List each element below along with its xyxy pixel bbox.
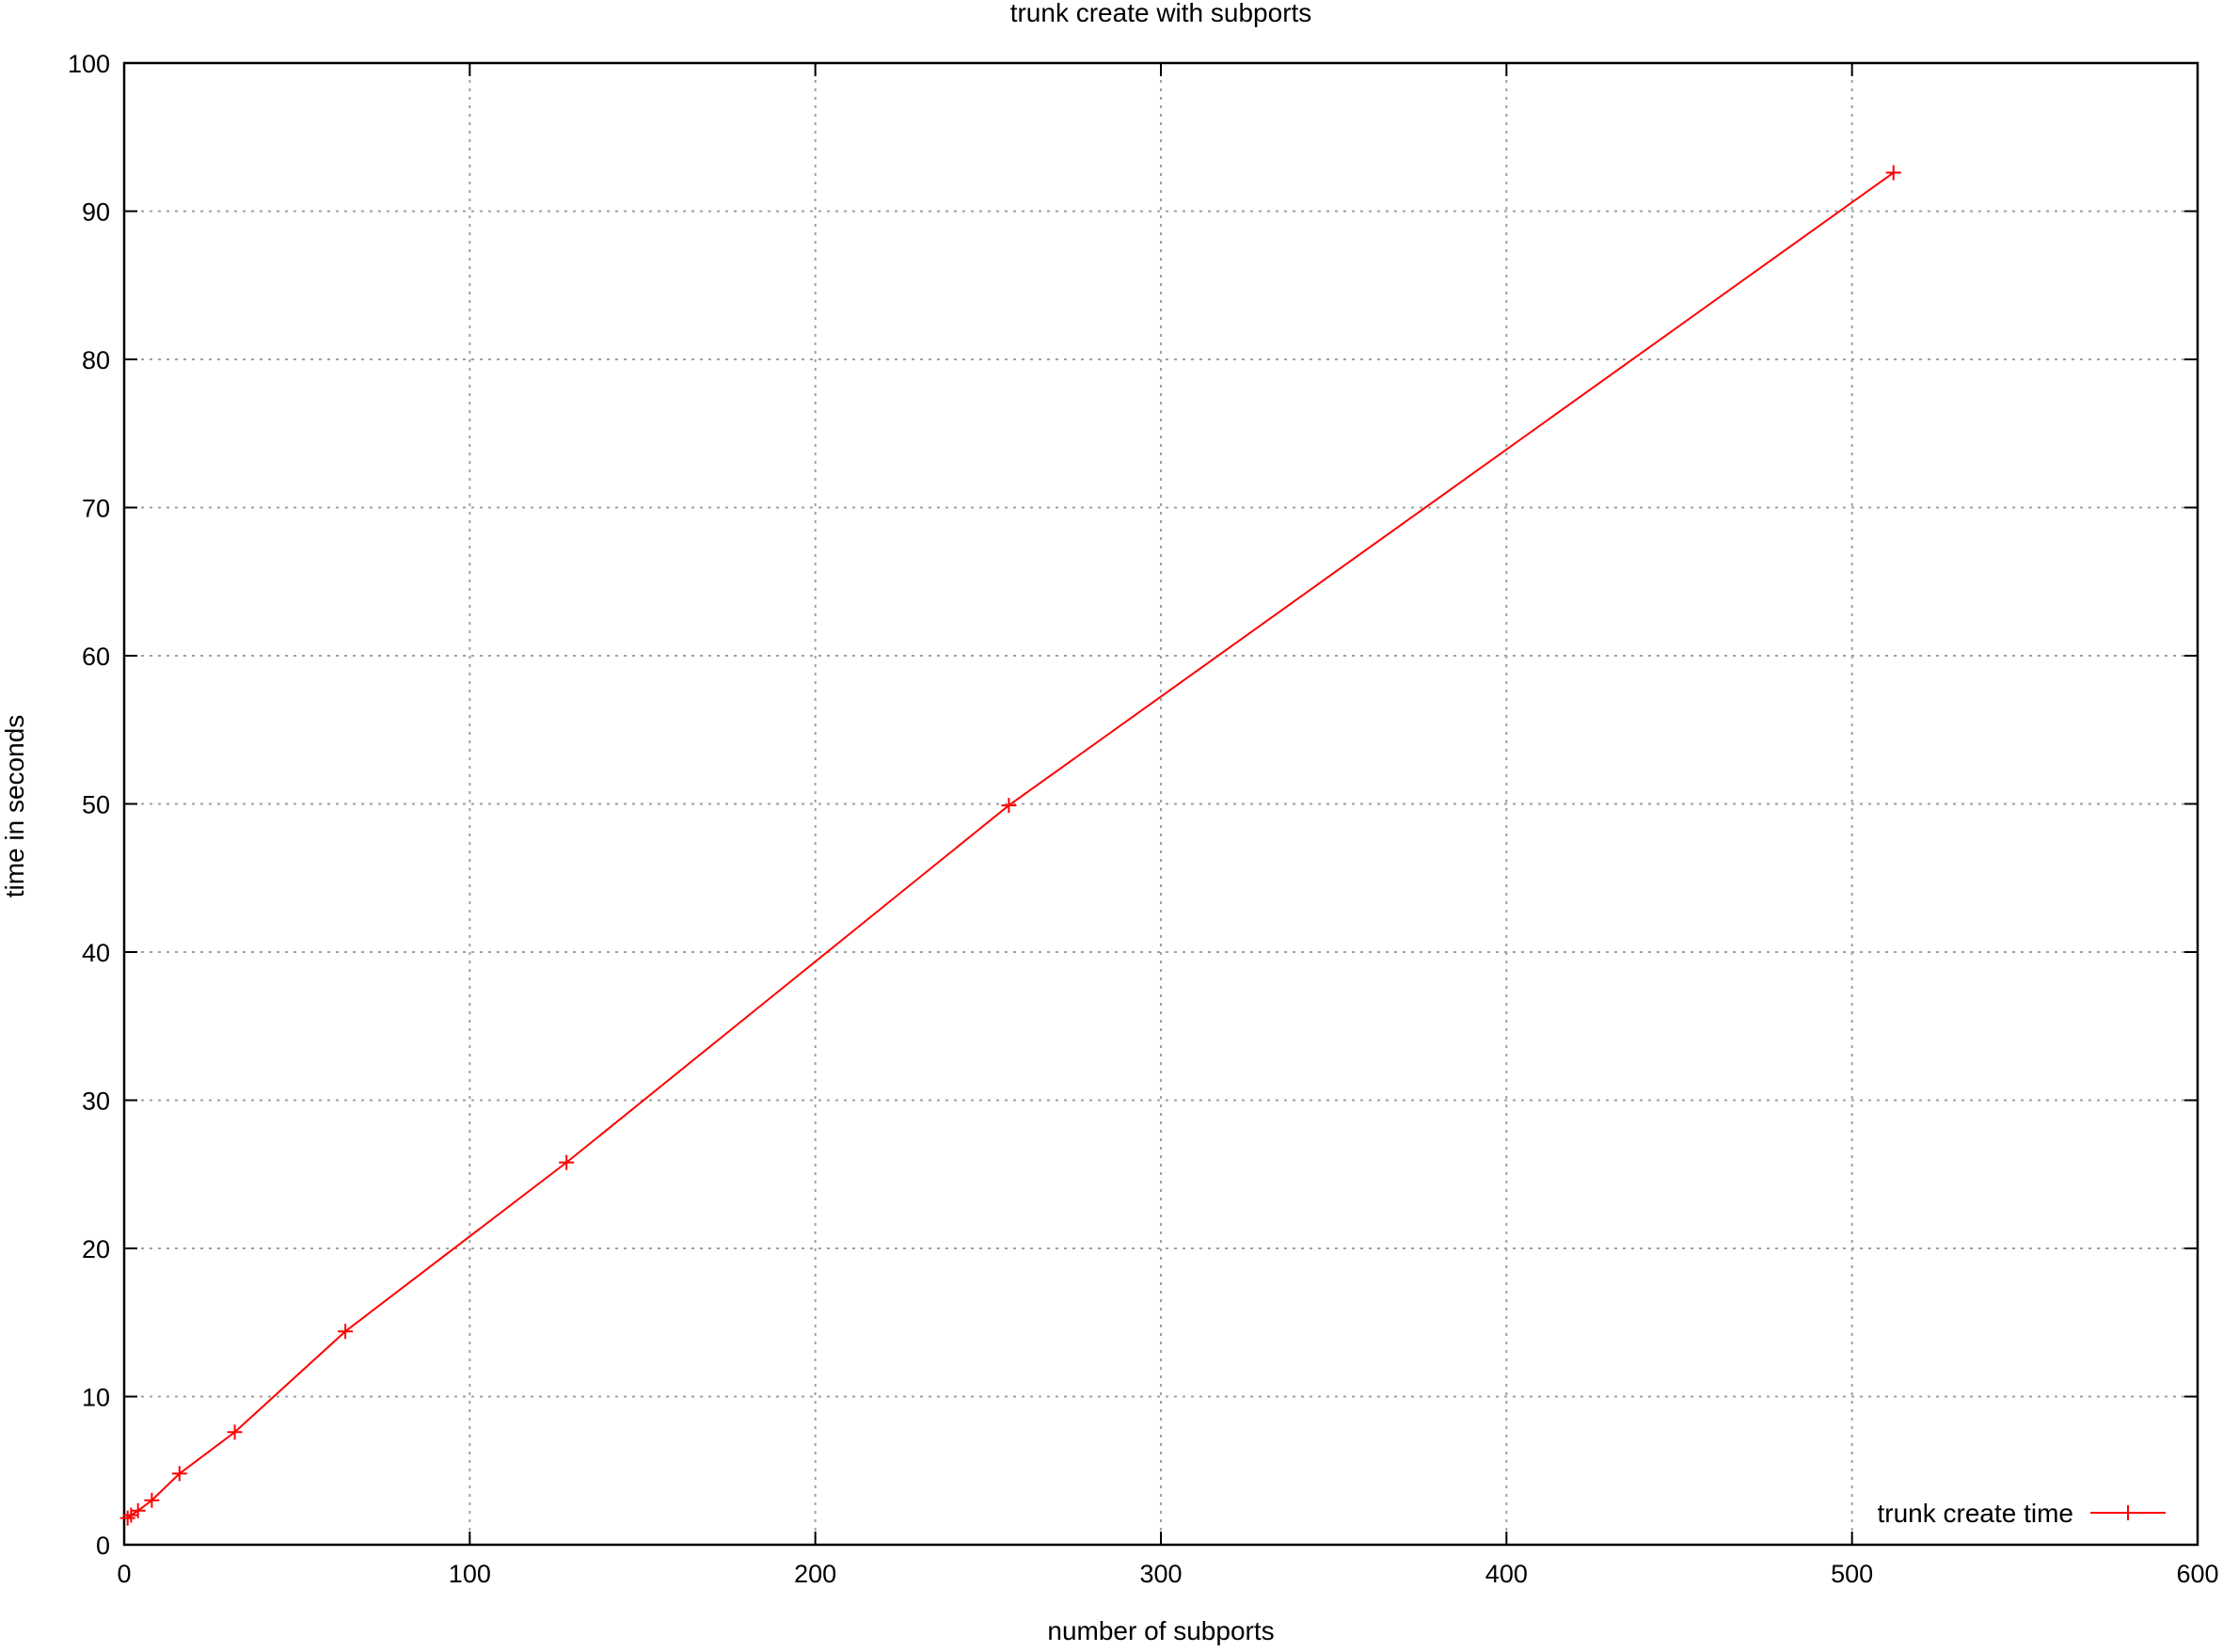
x-tick-label: 300 [1139,1560,1182,1588]
y-tick-label: 90 [82,199,110,227]
series-line [127,171,1895,1519]
data-point [227,1424,243,1440]
y-tick-label: 10 [82,1384,110,1412]
x-axis-label: number of subports [1047,1616,1274,1645]
grid-lines [124,63,2198,1545]
y-tick-label: 0 [96,1532,110,1560]
axes: 0 100 200 300 400 500 600 0 10 20 30 40 50 60 70 80 90 10… [68,50,2219,1588]
data-point [2120,1505,2136,1520]
x-tick-label: 200 [794,1560,836,1588]
y-axis-label: time in seconds [0,715,29,898]
y-tick-label: 80 [82,346,110,374]
data-point [1001,798,1017,814]
x-tick-label: 400 [1485,1560,1528,1588]
x-tick-label: 100 [449,1560,491,1588]
legend-label: trunk create time [1877,1499,2073,1528]
y-tick-label: 70 [82,495,110,523]
data-point [338,1324,354,1340]
x-tick-label: 0 [117,1560,131,1588]
x-tick-label: 600 [2176,1560,2218,1588]
data-point [559,1154,575,1170]
y-tick-label: 50 [82,791,110,819]
y-tick-label: 60 [82,643,110,671]
series-layer [119,165,1901,1526]
data-point [144,1492,160,1508]
y-tick-label: 30 [82,1088,110,1116]
y-tick-label: 40 [82,939,110,967]
x-tick-label: 500 [1831,1560,1873,1588]
data-point [130,1502,146,1518]
y-tick-label: 100 [68,50,110,78]
data-point [119,1510,135,1526]
y-tick-label: 20 [82,1235,110,1263]
chart-title: trunk create with subports [1010,0,1312,27]
legend: trunk create time [1877,1499,2166,1528]
data-point [1885,165,1901,181]
data-point [171,1466,187,1482]
